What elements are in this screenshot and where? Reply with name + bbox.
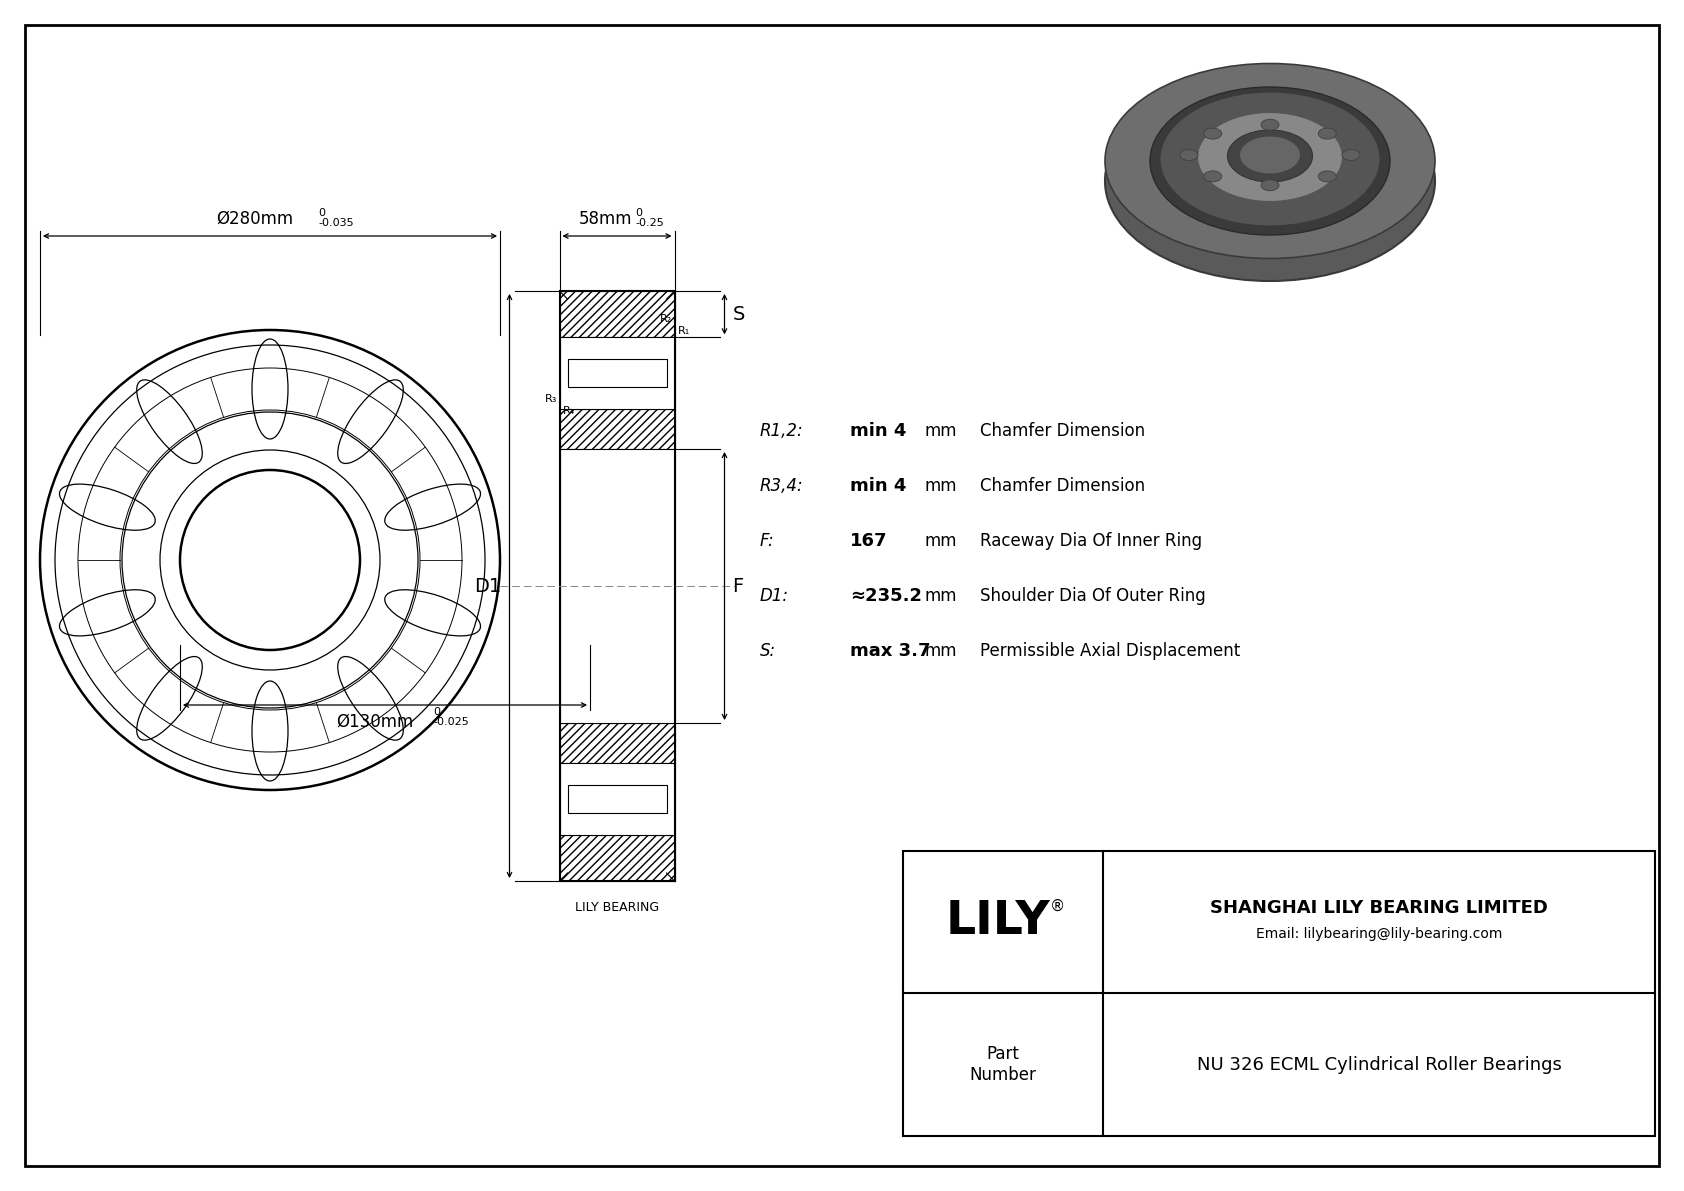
Text: R1,2:: R1,2: [759, 422, 803, 439]
Text: ®: ® [1051, 898, 1066, 913]
Text: Ø280mm: Ø280mm [217, 210, 293, 227]
Bar [903, 852, 1655, 1136]
Ellipse shape [1319, 129, 1337, 139]
Ellipse shape [1261, 180, 1280, 191]
Bar [559, 409, 675, 449]
Text: Permissible Axial Displacement: Permissible Axial Displacement [980, 642, 1239, 660]
Bar [559, 835, 675, 881]
Text: LILY BEARING: LILY BEARING [574, 902, 658, 913]
Text: min 4: min 4 [850, 422, 906, 439]
Text: -0.025: -0.025 [433, 717, 468, 727]
Text: S: S [733, 305, 744, 324]
Bar [559, 835, 675, 881]
Ellipse shape [1160, 92, 1379, 226]
Text: Chamfer Dimension: Chamfer Dimension [980, 478, 1145, 495]
Text: -0.035: -0.035 [318, 218, 354, 227]
Bar [568, 785, 667, 812]
Text: Raceway Dia Of Inner Ring: Raceway Dia Of Inner Ring [980, 532, 1202, 550]
Text: Chamfer Dimension: Chamfer Dimension [980, 422, 1145, 439]
Text: 0: 0 [318, 208, 325, 218]
Ellipse shape [1105, 63, 1435, 258]
Text: Email: lilybearing@lily-bearing.com: Email: lilybearing@lily-bearing.com [1256, 927, 1502, 941]
Text: mm: mm [925, 642, 958, 660]
Text: 58mm: 58mm [578, 210, 632, 227]
Text: 167: 167 [850, 532, 887, 550]
Bar [559, 449, 675, 723]
Ellipse shape [1204, 170, 1221, 182]
Text: mm: mm [925, 532, 958, 550]
Ellipse shape [1105, 81, 1435, 281]
Bar [559, 763, 675, 835]
Bar [559, 291, 675, 337]
Text: R₃: R₃ [546, 394, 557, 404]
Text: Part
Number: Part Number [970, 1045, 1036, 1084]
Text: 0: 0 [635, 208, 642, 218]
Ellipse shape [1180, 150, 1197, 161]
Text: D1: D1 [475, 576, 502, 596]
Text: Shoulder Dia Of Outer Ring: Shoulder Dia Of Outer Ring [980, 587, 1206, 605]
Text: 0: 0 [433, 707, 440, 717]
Text: R₁: R₁ [677, 326, 690, 336]
Text: S:: S: [759, 642, 776, 660]
Bar [559, 291, 675, 337]
Text: R3,4:: R3,4: [759, 478, 803, 495]
Bar [559, 337, 675, 409]
Text: mm: mm [925, 478, 958, 495]
Ellipse shape [1150, 87, 1389, 235]
Text: mm: mm [925, 587, 958, 605]
Text: mm: mm [925, 422, 958, 439]
Text: F: F [733, 576, 744, 596]
Text: NU 326 ECML Cylindrical Roller Bearings: NU 326 ECML Cylindrical Roller Bearings [1197, 1055, 1561, 1073]
Text: LILY: LILY [946, 899, 1051, 944]
Text: min 4: min 4 [850, 478, 906, 495]
Ellipse shape [1228, 130, 1312, 182]
Text: max 3.7: max 3.7 [850, 642, 931, 660]
Text: F:: F: [759, 532, 775, 550]
Ellipse shape [1261, 119, 1280, 130]
Text: Ø130mm: Ø130mm [337, 713, 414, 731]
Bar [568, 360, 667, 387]
Ellipse shape [1239, 137, 1300, 174]
Bar [559, 723, 675, 763]
Ellipse shape [1319, 170, 1337, 182]
Text: ≈235.2: ≈235.2 [850, 587, 923, 605]
Text: -0.25: -0.25 [635, 218, 663, 227]
Text: R₄: R₄ [562, 406, 574, 416]
Ellipse shape [1342, 150, 1361, 161]
Text: D1:: D1: [759, 587, 790, 605]
Bar [559, 723, 675, 763]
Ellipse shape [1197, 112, 1342, 201]
Ellipse shape [1204, 129, 1221, 139]
Text: R₂: R₂ [660, 314, 672, 324]
Text: SHANGHAI LILY BEARING LIMITED: SHANGHAI LILY BEARING LIMITED [1211, 899, 1548, 917]
Bar [559, 409, 675, 449]
